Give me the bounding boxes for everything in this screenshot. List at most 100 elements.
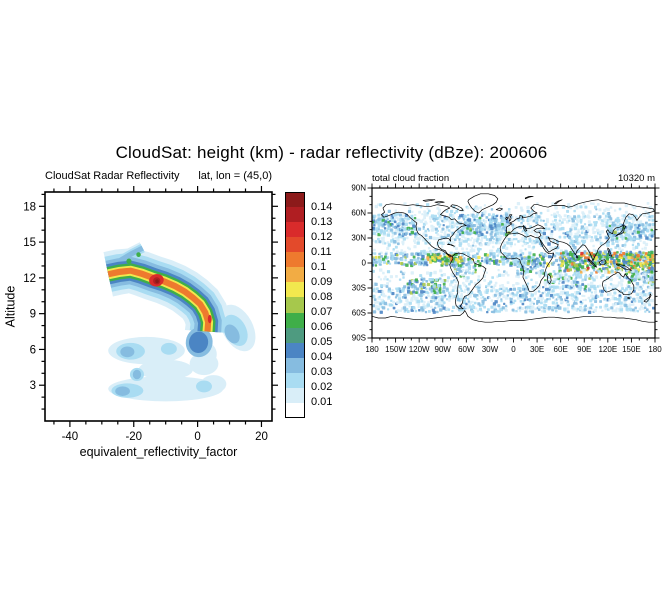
cloud-cell	[466, 227, 469, 230]
cloud-cell	[422, 282, 426, 287]
contour-blob-level-3	[132, 369, 142, 380]
cloud-cell	[473, 231, 477, 235]
cloud-cell	[613, 209, 617, 212]
cloud-cell	[512, 301, 515, 305]
cloud-cell	[486, 311, 489, 314]
contour-blob-level-6	[126, 258, 132, 264]
cloud-cell	[628, 291, 631, 294]
cloud-cell	[382, 292, 385, 296]
colorbar-label: 0.11	[311, 245, 332, 258]
cloud-cell	[576, 280, 579, 284]
cloud-cell	[531, 228, 534, 232]
coastline	[524, 195, 534, 200]
cloud-cell	[595, 221, 598, 224]
cloud-cell	[502, 214, 506, 217]
cloud-cell	[608, 224, 611, 227]
cloud-cell	[650, 234, 654, 238]
cloud-cell	[551, 289, 555, 293]
cloud-cell	[629, 225, 633, 229]
cloud-cell	[599, 300, 602, 303]
cloud-cell	[645, 252, 648, 255]
cloud-cell	[534, 285, 537, 288]
cloud-cell	[483, 223, 486, 226]
cloud-cell	[554, 258, 559, 263]
cloud-cell	[441, 257, 444, 261]
cloud-cell	[623, 243, 627, 247]
cloud-cell	[563, 307, 567, 311]
cloud-cell	[590, 294, 593, 298]
cloud-cell	[564, 250, 568, 254]
cloud-cell	[598, 208, 602, 212]
cloud-cell	[592, 244, 595, 248]
lon-tick-label: 30E	[530, 345, 544, 354]
cloud-cell	[421, 308, 425, 312]
cloud-cell	[635, 214, 638, 218]
cloud-cell	[476, 298, 479, 301]
cloud-cell	[529, 270, 533, 273]
cloud-cell	[413, 217, 417, 220]
cloud-cell	[413, 227, 417, 231]
cloud-cell	[539, 219, 543, 222]
cloud-cell	[414, 278, 418, 282]
cloud-cell	[387, 308, 390, 311]
cloud-cell	[558, 222, 562, 226]
cloud-cell	[595, 208, 598, 211]
cloud-cell	[593, 308, 597, 313]
cloud-cell	[540, 272, 543, 275]
cloud-cell	[587, 256, 590, 260]
cloud-cell	[620, 262, 623, 265]
cloud-cell	[584, 256, 587, 260]
cloud-cell	[528, 237, 532, 241]
contour-title: CloudSat Radar Reflectivity	[45, 170, 180, 182]
cloud-cell	[412, 221, 416, 225]
cloud-cell	[521, 217, 524, 221]
cloud-cell	[618, 223, 622, 227]
cloud-cell	[427, 209, 431, 213]
coastline	[450, 204, 464, 211]
cloud-cell	[563, 214, 567, 218]
cloud-cell	[603, 250, 607, 254]
cloud-cell	[438, 301, 442, 305]
cloud-cell	[390, 299, 393, 302]
cloud-cell	[579, 289, 582, 292]
cloud-cell	[438, 211, 441, 215]
cloud-cell	[417, 303, 420, 306]
cloud-cell	[403, 285, 407, 289]
cloud-cell	[585, 252, 589, 255]
cloud-cell	[648, 281, 652, 285]
cloud-cell	[641, 302, 644, 305]
cloud-cell	[591, 239, 594, 242]
cloud-cell	[636, 293, 640, 297]
cloud-cell	[497, 263, 500, 266]
cloud-cell	[380, 255, 383, 258]
cloud-cell	[550, 223, 553, 226]
cloud-cell	[609, 248, 613, 251]
cloud-cell	[413, 241, 417, 244]
cloud-cell	[479, 248, 482, 251]
cloud-cell	[483, 228, 487, 231]
cloud-cell	[401, 252, 405, 255]
cloud-cell	[642, 251, 645, 254]
cloud-cell	[592, 226, 596, 230]
cloud-cell	[410, 214, 414, 218]
coastline	[467, 193, 499, 214]
cloud-cell	[650, 214, 654, 218]
cloud-cell	[381, 239, 385, 243]
cloud-cell	[638, 307, 642, 311]
cloud-cell	[499, 231, 504, 235]
cloud-cell	[624, 218, 628, 222]
cloud-cell	[389, 228, 393, 232]
cloud-cell	[373, 310, 377, 314]
cloud-cell	[392, 306, 396, 310]
cloud-cell	[444, 294, 447, 297]
cloud-cell	[576, 218, 579, 222]
cloud-cell	[563, 235, 567, 239]
cloud-cell	[532, 302, 535, 305]
cloud-cell	[473, 301, 477, 305]
cloud-cell	[589, 306, 592, 310]
cloud-cell	[517, 275, 520, 279]
cloud-cell	[421, 255, 425, 259]
cloud-cell	[627, 285, 631, 288]
cloud-cell	[601, 309, 604, 312]
cloud-cell	[588, 277, 591, 280]
